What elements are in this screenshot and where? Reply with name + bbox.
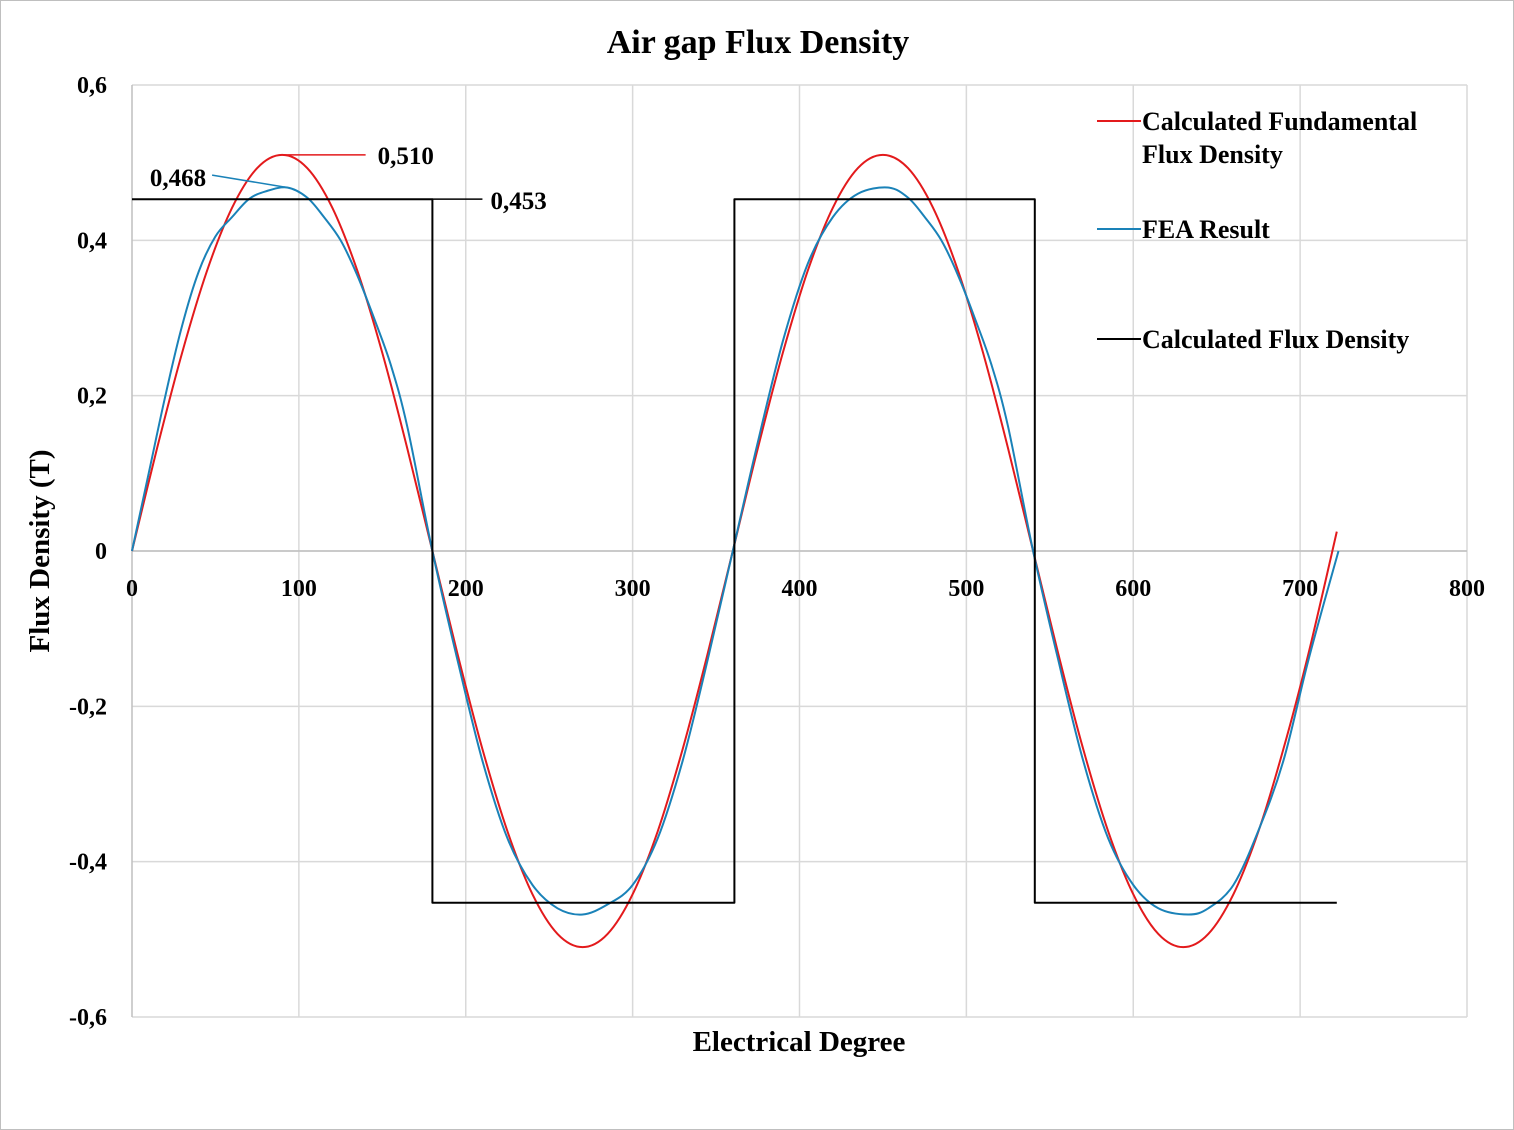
x-tick-label: 300 xyxy=(615,576,651,602)
annotations: 0,510 0,468 0,453 xyxy=(150,143,547,215)
legend-label: Flux Density xyxy=(1142,140,1283,169)
tick-labels: 0 100 200 300 400 500 600 700 800 0,6 0,4 0,2 0 -0,2 -… xyxy=(69,73,1485,1031)
y-tick-label: 0,2 xyxy=(77,384,107,410)
y-tick-label: 0 xyxy=(95,539,107,565)
x-tick-label: 0 xyxy=(126,576,138,602)
legend-label: Calculated Flux Density xyxy=(1142,325,1409,354)
x-tick-label: 100 xyxy=(281,576,317,602)
y-axis-title: Flux Density (T) xyxy=(24,450,56,653)
x-tick-label: 400 xyxy=(782,576,818,602)
x-tick-label: 600 xyxy=(1115,576,1151,602)
y-tick-label: -0,2 xyxy=(69,694,107,720)
series-line-fea-result xyxy=(131,186,1340,916)
data-label: 0,510 xyxy=(378,143,434,170)
data-label: 0,468 xyxy=(150,165,206,192)
x-tick-label: 700 xyxy=(1282,576,1318,602)
y-tick-label: 0,6 xyxy=(77,73,107,99)
legend-label: FEA Result xyxy=(1142,215,1270,244)
chart-title: Air gap Flux Density xyxy=(607,24,910,61)
y-tick-label: -0,4 xyxy=(69,850,107,876)
x-tick-label: 200 xyxy=(448,576,484,602)
x-tick-label: 800 xyxy=(1449,576,1485,602)
legend: Calculated Fundamental Flux Density FEA Re… xyxy=(1097,107,1417,354)
series-layer xyxy=(131,153,1340,949)
series-line-calculated-flux-density xyxy=(132,198,1337,904)
data-label: 0,453 xyxy=(490,188,546,215)
legend-label: Calculated Fundamental xyxy=(1142,107,1417,136)
x-tick-label: 500 xyxy=(948,576,984,602)
x-axis-title: Electrical Degree xyxy=(693,1026,906,1058)
y-tick-label: -0,6 xyxy=(69,1005,107,1031)
y-tick-label: 0,4 xyxy=(77,228,107,254)
annotation-leader xyxy=(211,174,288,189)
